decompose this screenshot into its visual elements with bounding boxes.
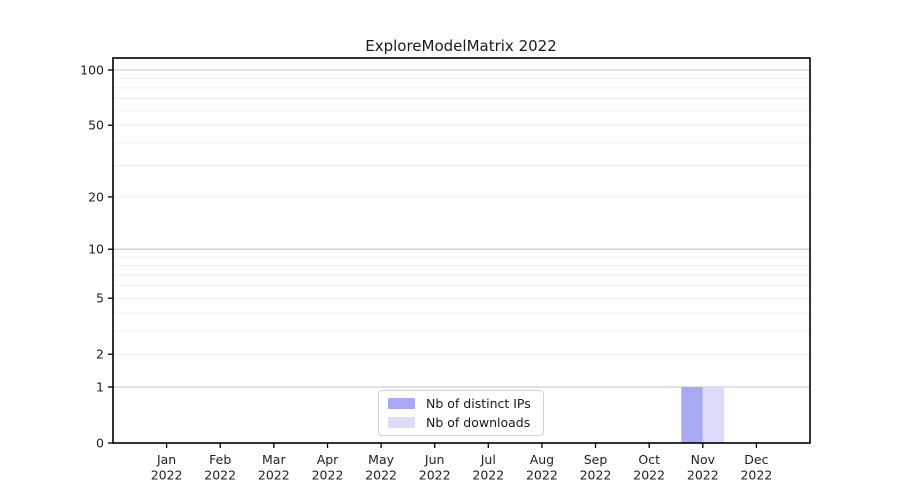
bar-nb-of-distinct-ips-nov-2022: [681, 387, 703, 443]
y-tick-label-5: 5: [96, 291, 104, 306]
x-tick-label-may: May 2022: [365, 452, 397, 483]
x-tick-label-feb: Feb 2022: [204, 452, 236, 483]
y-tick-label-10: 10: [88, 242, 104, 257]
x-tick-label-apr: Apr 2022: [312, 452, 344, 483]
bar-nb-of-downloads-nov-2022: [702, 387, 725, 443]
y-tick-label-0: 0: [96, 436, 104, 451]
legend-swatch-nb-of-downloads: [388, 417, 415, 428]
y-tick-label-50: 50: [88, 118, 104, 133]
legend-item-nb-of-downloads: Nb of downloads: [388, 415, 531, 430]
gridlines-group: [113, 69, 810, 388]
tick-labels-group: 0 1 2 5 10 20 50 100 Jan 2022 Feb 2022 Mar 2022 Apr 202…: [80, 63, 772, 483]
legend-label-nb-of-distinct-ips: Nb of distinct IPs: [426, 396, 531, 411]
legend: Nb of distinct IPs Nb of downloads: [378, 390, 544, 436]
legend-item-nb-of-distinct-ips: Nb of distinct IPs: [388, 396, 531, 411]
x-tick-label-jan: Jan 2022: [151, 452, 183, 483]
bars-group: [681, 387, 725, 443]
x-tick-label-dec: Dec 2022: [740, 452, 772, 483]
x-tick-label-jul: Jul 2022: [472, 452, 504, 483]
x-tick-label-oct: Oct 2022: [633, 452, 665, 483]
ticks-group: [108, 69, 758, 448]
plot-border: [112, 57, 811, 444]
legend-swatch-nb-of-distinct-ips: [388, 398, 415, 409]
x-tick-label-aug: Aug 2022: [526, 452, 558, 483]
y-tick-label-20: 20: [88, 189, 104, 204]
y-tick-label-100: 100: [80, 63, 104, 78]
x-tick-label-nov: Nov 2022: [687, 452, 719, 483]
legend-label-nb-of-downloads: Nb of downloads: [426, 415, 531, 430]
x-tick-label-mar: Mar 2022: [258, 452, 290, 483]
y-tick-label-2: 2: [96, 347, 104, 362]
x-tick-label-jun: Jun 2022: [419, 452, 451, 483]
chart-title: ExploreModelMatrix 2022: [365, 37, 557, 55]
y-tick-label-1: 1: [96, 380, 104, 395]
x-tick-label-sep: Sep 2022: [580, 452, 612, 483]
